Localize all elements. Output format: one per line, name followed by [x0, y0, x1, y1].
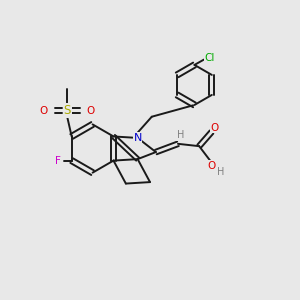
- Text: S: S: [64, 104, 71, 117]
- Text: H: H: [177, 130, 184, 140]
- Text: O: O: [208, 161, 216, 171]
- Text: H: H: [217, 167, 224, 177]
- Text: O: O: [210, 123, 219, 133]
- Text: O: O: [40, 106, 48, 116]
- Text: N: N: [134, 133, 142, 143]
- Text: F: F: [55, 156, 61, 166]
- Text: O: O: [87, 106, 95, 116]
- Text: Cl: Cl: [205, 53, 215, 63]
